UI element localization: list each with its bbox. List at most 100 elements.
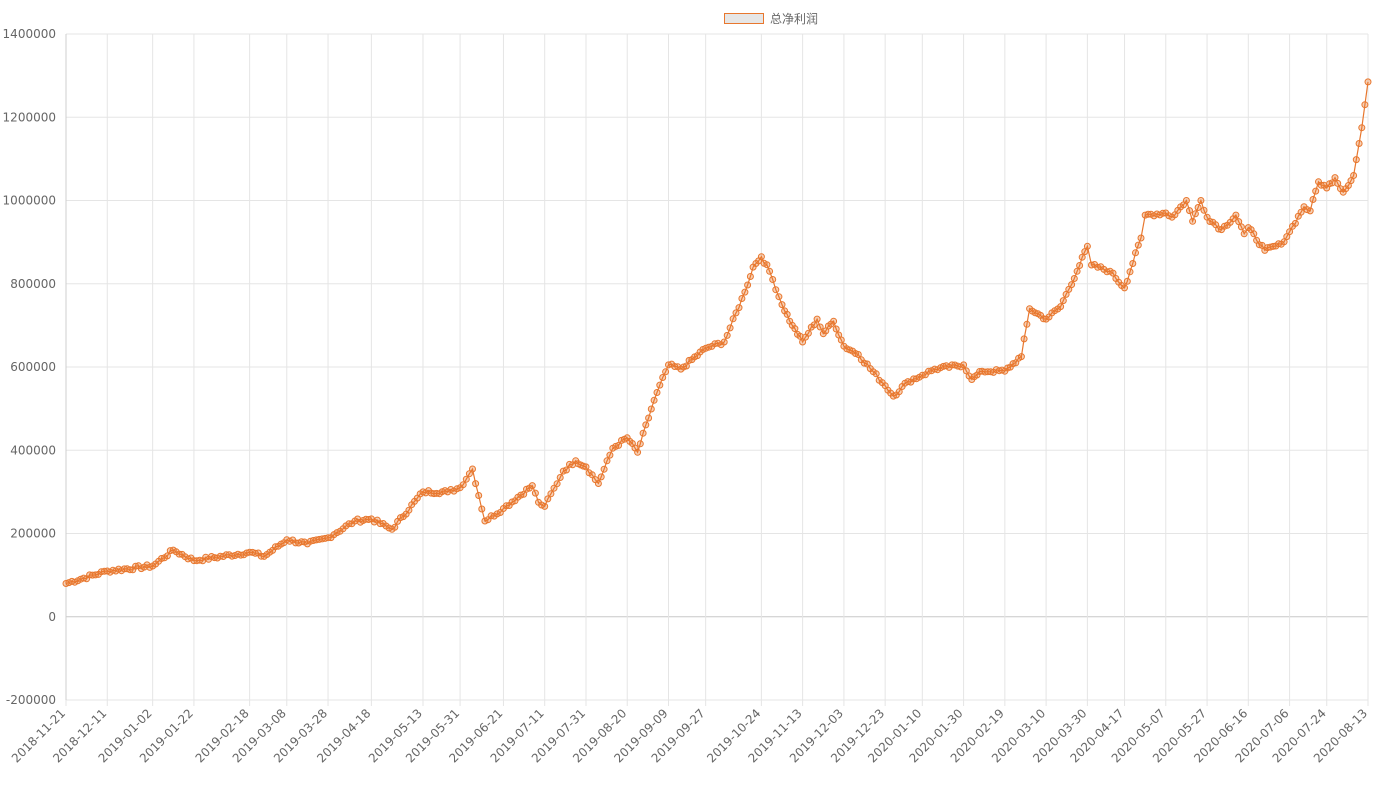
data-point[interactable]: [478, 505, 486, 513]
data-point[interactable]: [391, 523, 399, 531]
data-point[interactable]: [1200, 206, 1208, 214]
data-point[interactable]: [895, 388, 903, 396]
data-point[interactable]: [606, 451, 614, 459]
data-point[interactable]: [1121, 284, 1128, 292]
data-point[interactable]: [597, 473, 605, 481]
data-point[interactable]: [1194, 204, 1202, 211]
data-point[interactable]: [459, 481, 467, 489]
data-point[interactable]: [791, 325, 799, 333]
data-point[interactable]: [720, 338, 728, 346]
data-point[interactable]: [796, 332, 804, 340]
data-point[interactable]: [729, 315, 737, 323]
data-point[interactable]: [1057, 303, 1065, 311]
data-point[interactable]: [1358, 124, 1366, 132]
data-point[interactable]: [1240, 230, 1248, 238]
data-point[interactable]: [1182, 197, 1190, 204]
data-point[interactable]: [469, 465, 476, 473]
data-point[interactable]: [837, 336, 845, 344]
data-point[interactable]: [741, 288, 749, 296]
data-point[interactable]: [1020, 335, 1028, 343]
data-point[interactable]: [735, 304, 743, 312]
data-point[interactable]: [1297, 208, 1305, 216]
legend[interactable]: 总净利润: [724, 10, 818, 26]
data-point[interactable]: [1331, 174, 1339, 182]
data-point[interactable]: [746, 273, 754, 280]
data-point[interactable]: [1134, 241, 1142, 249]
data-point[interactable]: [1250, 230, 1258, 238]
data-point[interactable]: [163, 552, 171, 560]
data-point[interactable]: [766, 267, 774, 275]
data-point[interactable]: [783, 310, 791, 318]
data-point[interactable]: [556, 474, 564, 481]
data-point[interactable]: [816, 323, 824, 331]
data-point[interactable]: [1364, 78, 1372, 86]
data-point[interactable]: [1197, 197, 1205, 204]
data-point[interactable]: [582, 463, 590, 471]
data-point[interactable]: [804, 329, 812, 337]
data-point[interactable]: [1073, 267, 1081, 275]
data-point[interactable]: [642, 421, 650, 429]
data-point[interactable]: [647, 405, 655, 413]
data-point[interactable]: [1076, 262, 1084, 269]
data-point[interactable]: [1355, 140, 1363, 147]
data-point[interactable]: [1334, 179, 1342, 187]
data-point[interactable]: [1186, 207, 1193, 215]
data-point[interactable]: [475, 492, 483, 499]
data-point[interactable]: [1306, 207, 1314, 215]
data-point[interactable]: [541, 502, 549, 510]
data-point[interactable]: [1361, 101, 1369, 109]
data-point[interactable]: [832, 325, 840, 333]
data-point[interactable]: [662, 368, 670, 376]
data-point[interactable]: [1235, 218, 1243, 226]
data-point[interactable]: [1023, 320, 1031, 328]
data-point[interactable]: [653, 389, 661, 396]
data-point[interactable]: [772, 286, 780, 294]
data-point[interactable]: [405, 506, 413, 514]
data-point[interactable]: [1017, 353, 1025, 361]
data-point[interactable]: [763, 261, 771, 269]
data-point[interactable]: [1068, 281, 1076, 289]
data-point[interactable]: [553, 480, 561, 488]
data-point[interactable]: [1123, 277, 1131, 285]
data-point[interactable]: [810, 321, 818, 329]
data-point[interactable]: [854, 351, 862, 358]
data-point[interactable]: [1286, 228, 1294, 236]
data-point[interactable]: [650, 396, 658, 404]
data-point[interactable]: [531, 489, 539, 497]
data-point[interactable]: [1191, 210, 1199, 218]
data-point[interactable]: [1126, 268, 1134, 276]
data-point[interactable]: [757, 253, 765, 261]
data-point[interactable]: [636, 440, 644, 448]
data-point[interactable]: [1232, 211, 1240, 219]
data-point[interactable]: [778, 301, 786, 309]
data-point[interactable]: [1109, 269, 1117, 277]
data-point[interactable]: [726, 324, 734, 332]
data-point[interactable]: [562, 466, 570, 474]
data-point[interactable]: [600, 465, 608, 473]
data-point[interactable]: [1078, 253, 1086, 261]
data-point[interactable]: [1137, 234, 1145, 242]
data-point[interactable]: [775, 293, 783, 301]
data-point[interactable]: [1350, 172, 1358, 179]
data-point[interactable]: [547, 490, 555, 498]
data-point[interactable]: [830, 317, 838, 325]
data-point[interactable]: [682, 362, 690, 370]
data-point[interactable]: [465, 470, 473, 478]
data-point[interactable]: [634, 448, 642, 456]
data-point[interactable]: [594, 480, 602, 487]
data-point[interactable]: [1132, 249, 1139, 257]
data-point[interactable]: [1291, 219, 1299, 227]
data-point[interactable]: [1070, 275, 1078, 282]
data-point[interactable]: [639, 429, 647, 437]
data-point[interactable]: [588, 471, 596, 479]
data-point[interactable]: [1352, 156, 1360, 164]
data-point[interactable]: [1059, 297, 1067, 305]
data-point[interactable]: [960, 361, 968, 369]
data-point[interactable]: [1189, 217, 1197, 225]
data-point[interactable]: [659, 374, 667, 381]
data-point[interactable]: [744, 281, 752, 289]
data-point[interactable]: [603, 457, 611, 465]
data-point[interactable]: [738, 295, 746, 302]
data-point[interactable]: [723, 331, 731, 339]
data-point[interactable]: [1129, 260, 1137, 267]
